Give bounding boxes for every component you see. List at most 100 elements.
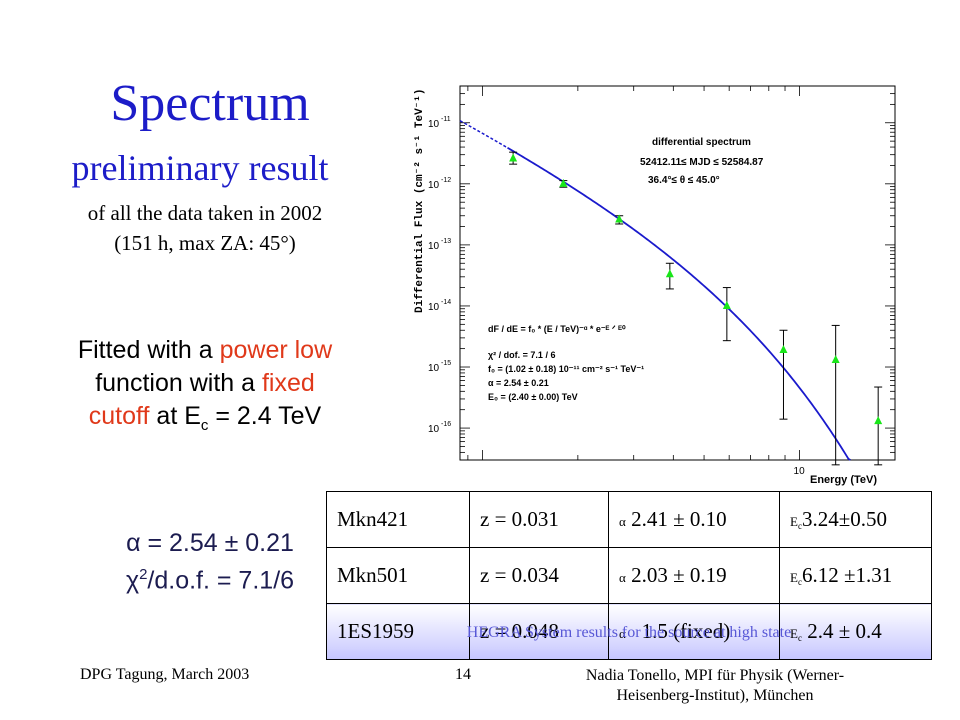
data-point <box>831 355 840 364</box>
data-note: of all the data taken in 2002 (151 h, ma… <box>30 198 380 258</box>
fit-text-5: cutoff <box>88 402 150 430</box>
x-axis-label: Energy (TeV) <box>810 474 877 486</box>
cell-cutoff: Ec 2.4 ± 0.4 <box>779 603 932 660</box>
table-row: 1ES1959 z = 0.048 α 1.5 (fixed) Ec 2.4 ± 0.… <box>326 603 932 660</box>
y-tick-label: 10 <box>428 424 440 435</box>
fit-curve-extrapolation <box>459 120 508 149</box>
redshift-value: z = 0.031 <box>480 507 559 531</box>
chi2-exponent: 2 <box>139 566 148 583</box>
cell-alpha: α 2.03 ± 0.19 <box>608 547 780 604</box>
cutoff-value: 2.4 ± 0.4 <box>801 619 882 643</box>
data-point <box>874 416 883 425</box>
data-point <box>665 269 674 278</box>
y-axis-label: Differential Flux (cm⁻² s⁻¹ TeV⁻¹) <box>414 88 426 313</box>
cutoff-symbol: E <box>790 514 798 529</box>
cell-alpha: α 1.5 (fixed) <box>608 603 780 660</box>
fit-description: Fitted with a power low function with a … <box>30 334 380 442</box>
footer-author: Nadia Tonello, MPI für Physik (Werner- H… <box>545 666 885 706</box>
cutoff-value: 3.24±0.50 <box>801 507 887 531</box>
results-table: Mkn421 z = 0.031 α 2.41 ± 0.10 Ec3.24±0.50 M… <box>326 491 932 660</box>
alpha-value: 2.03 ± 0.19 <box>631 563 727 587</box>
chi2-result: χ2/d.o.f. = 7.1/6 <box>90 559 330 596</box>
footer-author-line-1: Nadia Tonello, MPI für Physik (Werner- <box>585 667 845 684</box>
legend-theta: 36.4°≤ θ ≤ 45.0° <box>648 175 720 186</box>
x-tick-label: 10 <box>794 466 806 477</box>
table-row: Mkn501 z = 0.034 α 2.03 ± 0.19 Ec6.12 ±1.31 <box>326 547 932 604</box>
y-tick-exponent: -13 <box>441 238 451 245</box>
fit-curve <box>507 147 851 461</box>
fit-text-1: Fitted with a <box>77 336 213 364</box>
cell-source: 1ES1959 <box>326 603 470 660</box>
cell-cutoff: Ec6.12 ±1.31 <box>779 547 932 604</box>
annotation-f0: f₀ = (1.02 ± 0.18) 10⁻¹¹ cm⁻² s⁻¹ TeV⁻¹ <box>488 364 644 374</box>
y-tick-exponent: -12 <box>441 177 451 184</box>
table-caption: HEGRA System results for the source at h… <box>466 624 792 641</box>
cell-redshift: z = 0.031 <box>469 491 609 548</box>
fit-text-7: c <box>200 417 209 434</box>
source-name: Mkn421 <box>337 507 409 531</box>
y-tick-label: 10 <box>428 119 440 130</box>
footer-event: DPG Tagung, March 2003 <box>80 666 250 683</box>
fit-text-6: at E <box>156 402 201 430</box>
cell-alpha: α 2.41 ± 0.10 <box>608 491 780 548</box>
fit-text-2: power low <box>219 336 333 364</box>
alpha-symbol: α <box>619 626 626 641</box>
y-tick-exponent: -11 <box>441 116 451 123</box>
slide-subtitle: preliminary result <box>71 148 329 188</box>
alpha-symbol: α <box>619 514 626 529</box>
chi2-symbol: χ <box>125 566 140 595</box>
data-point <box>559 178 568 187</box>
y-tick-exponent: -16 <box>441 421 451 428</box>
cell-redshift: z = 0.034 <box>469 547 609 604</box>
source-name: Mkn501 <box>337 563 409 587</box>
source-name: 1ES1959 <box>337 619 415 643</box>
annotation-chi2: χ² / dof. = 7.1 / 6 <box>488 350 555 360</box>
redshift-value: z = 0.034 <box>480 563 559 587</box>
y-tick-label: 10 <box>428 180 440 191</box>
cutoff-subscript: c <box>797 521 802 531</box>
fit-annotations: dF / dE = f₀ * (E / TeV)⁻ᵅ * e⁻ᴱ ᐟ ᴱ⁰ χ²… <box>488 324 644 402</box>
slide-title: Spectrum <box>110 75 310 132</box>
chi2-value: /d.o.f. = 7.1/6 <box>147 566 295 595</box>
annotation-e0: E₀ = (2.40 ± 0.00) TeV <box>488 392 578 402</box>
y-tick-exponent: -15 <box>441 360 451 367</box>
data-note-line-1: of all the data taken in 2002 <box>87 201 323 225</box>
y-tick-label: 10 <box>428 241 440 252</box>
y-tick-label: 10 <box>428 302 440 313</box>
data-point <box>722 300 731 309</box>
annotation-formula: dF / dE = f₀ * (E / TeV)⁻ᵅ * e⁻ᴱ ᐟ ᴱ⁰ <box>488 324 626 334</box>
data-point <box>615 214 624 223</box>
footer-page-number: 14 <box>455 666 471 683</box>
y-tick-exponent: -14 <box>441 299 451 306</box>
alpha-result: α = 2.54 ± 0.21 <box>126 529 294 557</box>
cell-source: Mkn421 <box>326 491 470 548</box>
cutoff-symbol: E <box>790 570 798 585</box>
table-row: Mkn421 z = 0.031 α 2.41 ± 0.10 Ec3.24±0.50 <box>326 491 932 548</box>
legend-title: differential spectrum <box>652 137 751 148</box>
alpha-value: 1.5 (fixed) <box>631 619 731 643</box>
data-point <box>779 344 788 353</box>
cutoff-subscript: c <box>797 633 802 643</box>
fit-text-8: = 2.4 TeV <box>215 402 322 430</box>
data-point <box>509 153 518 162</box>
annotation-alpha: α = 2.54 ± 0.21 <box>488 378 549 388</box>
cell-source: Mkn501 <box>326 547 470 604</box>
legend-mjd: 52412.11≤ MJD ≤ 52584.87 <box>640 157 764 168</box>
data-note-line-2: (151 h, max ZA: 45°) <box>114 231 296 255</box>
fit-result-summary: α = 2.54 ± 0.21 χ2/d.o.f. = 7.1/6 <box>90 527 330 596</box>
plot-frame <box>459 85 896 461</box>
fit-curve-layer <box>459 120 851 461</box>
cutoff-symbol: E <box>790 626 798 641</box>
fit-text-4: fixed <box>261 369 315 397</box>
alpha-value: 2.41 ± 0.10 <box>631 507 727 531</box>
alpha-symbol: α <box>619 570 626 585</box>
fit-text-3: function with a <box>95 369 256 397</box>
cell-cutoff: Ec3.24±0.50 <box>779 491 932 548</box>
footer-author-line-2: Heisenberg-Institut), München <box>616 687 814 704</box>
y-tick-label: 10 <box>428 363 440 374</box>
data-points-layer <box>509 151 883 466</box>
legend-box: differential spectrum 52412.11≤ MJD ≤ 52… <box>640 137 764 186</box>
cutoff-subscript: c <box>797 577 802 587</box>
